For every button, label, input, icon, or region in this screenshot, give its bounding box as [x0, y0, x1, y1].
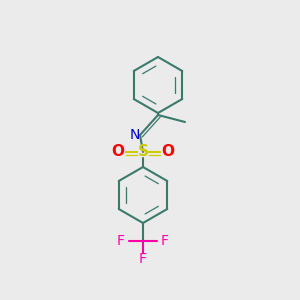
Text: F: F — [161, 234, 169, 248]
Text: F: F — [139, 252, 147, 266]
Text: S: S — [137, 145, 148, 160]
Text: N: N — [130, 128, 140, 142]
Text: F: F — [117, 234, 125, 248]
Text: O: O — [112, 145, 124, 160]
Text: O: O — [161, 145, 175, 160]
